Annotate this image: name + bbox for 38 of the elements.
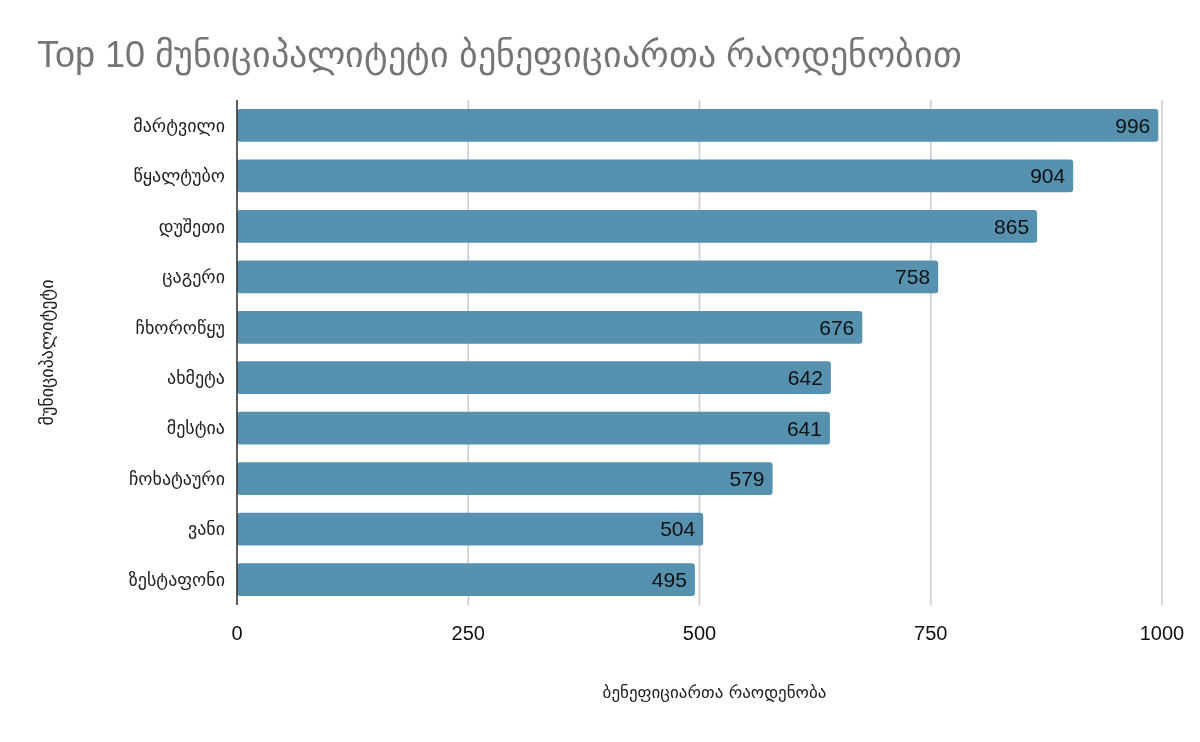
data-label: 904 — [1030, 164, 1066, 188]
y-tick-label: ვანი — [187, 518, 225, 540]
x-tick-label: 250 — [451, 622, 485, 644]
y-tick-label: ახმეტა — [166, 367, 225, 389]
y-tick-label: მარტვილი — [133, 114, 225, 136]
chart-title: Top 10 მუნიციპალიტეტი ბენეფიციართა რაოდენობით — [37, 34, 963, 76]
y-tick-label: ზესტაფონი — [128, 568, 225, 590]
y-tick-label: დუშეთი — [158, 215, 225, 237]
data-label: 495 — [651, 567, 687, 591]
y-tick-label: წყალტუბო — [133, 165, 225, 187]
data-label: 579 — [729, 466, 765, 490]
x-tick-label: 750 — [914, 622, 948, 644]
y-axis-title: მუნიციპალიტეტი — [36, 279, 57, 426]
y-tick-label: ჩხოროწყუ — [135, 316, 225, 338]
bar — [237, 310, 863, 344]
data-label: 641 — [786, 416, 822, 440]
bar — [237, 563, 695, 596]
x-tick-label: 0 — [231, 622, 243, 644]
bar — [237, 260, 939, 294]
y-tick-label: მესტია — [166, 417, 225, 439]
data-label: 676 — [819, 315, 855, 339]
bar — [237, 512, 704, 546]
bar — [237, 462, 773, 496]
data-label: 996 — [1115, 113, 1151, 137]
bar — [237, 361, 831, 395]
data-label: 865 — [994, 214, 1030, 238]
data-label: 642 — [787, 366, 823, 390]
x-axis-title: ბენეფიციართა რაოდენობა — [602, 682, 827, 702]
data-label: 504 — [660, 517, 696, 541]
bar — [237, 109, 1159, 142]
bar — [237, 159, 1074, 193]
x-tick-label: 500 — [682, 622, 717, 644]
bar — [237, 411, 830, 445]
x-tick-label: 1000 — [1139, 622, 1185, 644]
y-tick-label: ჩოხატაური — [128, 467, 225, 489]
data-label: 758 — [895, 265, 931, 289]
y-tick-label: ცაგერი — [162, 266, 225, 288]
bar — [237, 209, 1038, 243]
